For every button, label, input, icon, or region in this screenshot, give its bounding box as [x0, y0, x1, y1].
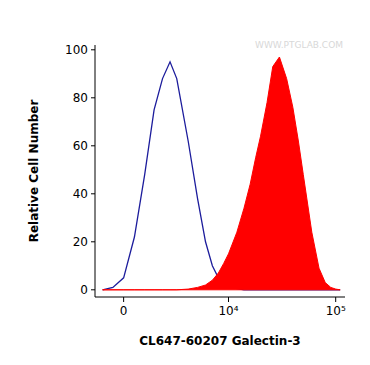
x-tick: [228, 297, 229, 302]
watermark: WWW.PTGLAB.COM: [255, 40, 343, 50]
x-tick-label: 10⁵: [326, 304, 346, 318]
histogram-area: [103, 57, 341, 290]
x-tick-label: 0: [120, 304, 128, 318]
x-axis-label: CL647-60207 Galectin-3: [139, 334, 300, 348]
chart: WWW.PTGLAB.COM 0 20 40 60 80 100 0 10⁴ 10⁵ CL647-6…: [0, 0, 370, 365]
y-tick-label: 0: [80, 283, 88, 297]
y-tick: [91, 145, 95, 146]
y-tick: [91, 241, 95, 242]
x-tick: [335, 297, 336, 302]
plot-area: [103, 57, 341, 290]
y-tick-label: 40: [73, 187, 88, 201]
y-tick: [91, 49, 95, 50]
y-tick: [91, 97, 95, 98]
y-axis: [95, 45, 96, 297]
y-tick-label: 80: [73, 91, 88, 105]
y-tick-label: 100: [65, 43, 88, 57]
y-tick-label: 20: [73, 235, 88, 249]
y-tick: [91, 193, 95, 194]
x-tick: [123, 297, 124, 302]
y-axis-label: Relative Cell Number: [27, 100, 41, 243]
y-tick-label: 60: [73, 139, 88, 153]
x-axis: [95, 297, 345, 298]
y-tick: [91, 289, 95, 290]
x-tick-label: 10⁴: [218, 304, 238, 318]
